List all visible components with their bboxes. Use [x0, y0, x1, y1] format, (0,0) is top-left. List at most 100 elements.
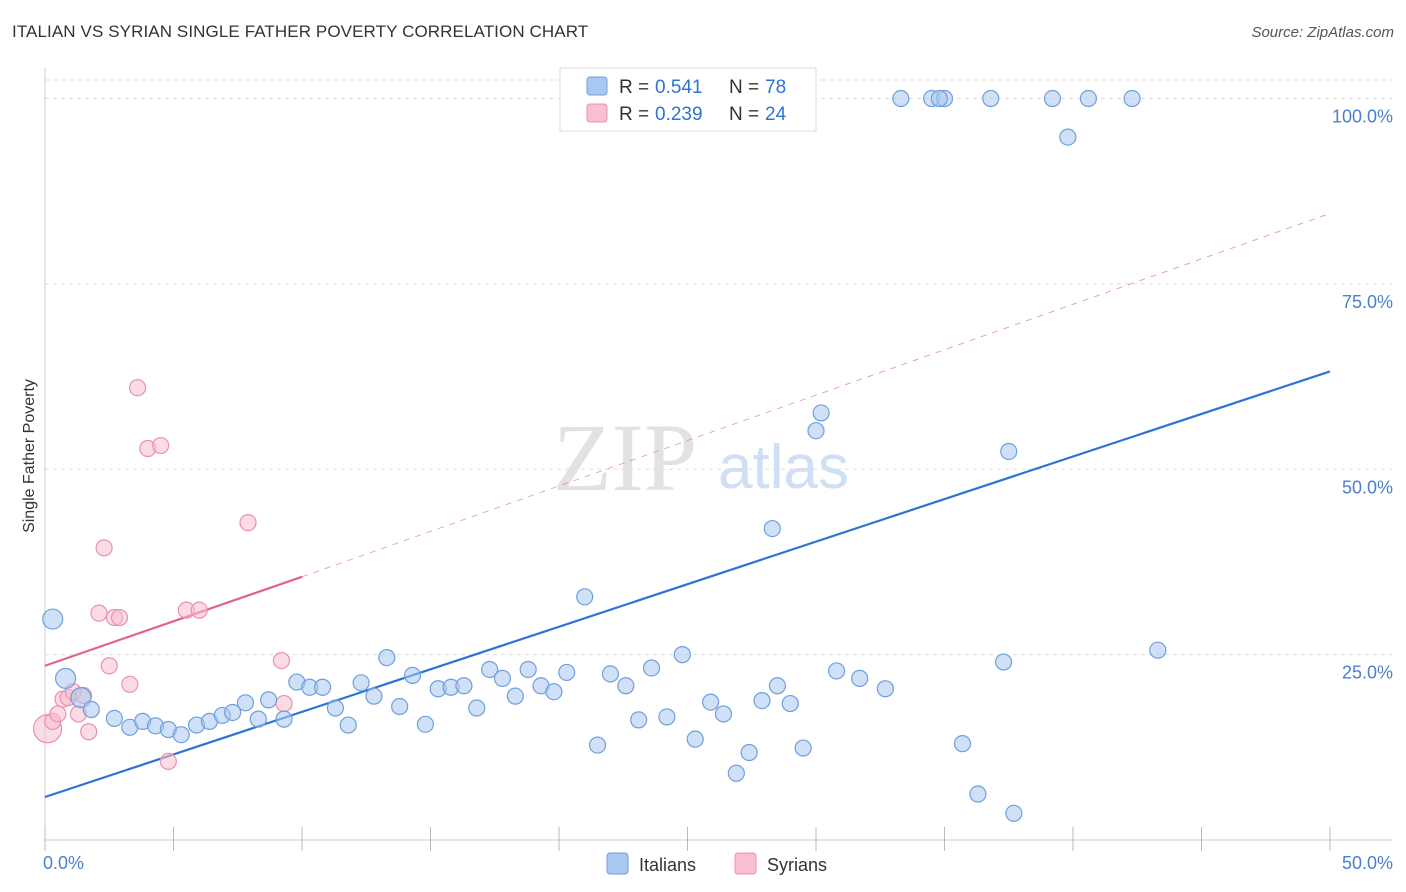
italians-point	[727, 764, 745, 782]
legend-italians-n-label: N =	[729, 77, 759, 98]
legend-syrians-r-value: 0.239	[655, 104, 703, 125]
italians-point	[753, 692, 771, 710]
bottom-legend-swatch-italians	[606, 852, 629, 875]
y-tick-label: 25.0%	[1342, 663, 1393, 683]
italians-point	[403, 666, 422, 684]
italians-point	[365, 687, 383, 705]
italians-point	[259, 691, 278, 709]
italians-point	[70, 687, 92, 709]
y-tick-label: 50.0%	[1342, 477, 1393, 497]
italians-point	[519, 660, 537, 679]
italians-point	[1043, 89, 1062, 108]
grid-lines	[45, 79, 1392, 656]
italians-point	[1149, 641, 1167, 659]
italians-point	[642, 659, 661, 677]
italians-point	[54, 667, 77, 689]
watermark: ZIP atlas	[553, 404, 849, 511]
italians-point	[995, 653, 1013, 671]
legend-syrians-r-label: R =	[619, 104, 649, 125]
italians-point	[1005, 804, 1023, 822]
syrians-point	[110, 608, 129, 627]
italians-point	[391, 697, 409, 716]
italians-point	[740, 743, 758, 762]
bottom-legend-italians: Italians	[639, 855, 696, 875]
syrians-point	[90, 604, 108, 622]
syrians-point	[272, 651, 291, 670]
italians-point	[969, 785, 987, 803]
italians-point	[781, 694, 799, 713]
stats-legend: R = 0.541 N = 78 R = 0.239 N = 24	[559, 67, 817, 132]
italians-point	[807, 422, 825, 440]
italians-point	[506, 687, 524, 705]
italians-point	[455, 677, 473, 695]
legend-swatch-syrians	[586, 103, 608, 123]
watermark-atlas: atlas	[718, 433, 849, 502]
italians-point	[558, 663, 576, 682]
bottom-legend-syrians: Syrians	[767, 855, 827, 875]
x-tick-label-max: 50.0%	[1342, 853, 1393, 873]
italians-point	[812, 404, 830, 422]
x-tick-labels: 0.0% 50.0%	[43, 853, 1393, 873]
legend-italians-n-value: 78	[765, 77, 786, 98]
italians-point	[468, 699, 486, 717]
italians-point	[982, 89, 1000, 108]
source-credit: Source: ZipAtlas.com	[1251, 24, 1394, 41]
y-tick-label: 100.0%	[1332, 107, 1393, 127]
italians-point	[630, 711, 648, 729]
trendline-syrians-extended	[301, 212, 1331, 578]
axes	[44, 68, 1392, 851]
italians-point	[876, 680, 894, 698]
italians-point	[953, 735, 972, 753]
italians-point	[493, 669, 512, 687]
italians-point	[673, 646, 691, 664]
italians-point	[658, 708, 676, 726]
bottom-legend-swatch-syrians	[734, 852, 757, 875]
italians-point	[851, 669, 869, 687]
italians-point	[42, 608, 64, 630]
chart-title: ITALIAN VS SYRIAN SINGLE FATHER POVERTY …	[12, 22, 589, 41]
italians-point	[339, 716, 357, 734]
italians-point	[378, 648, 396, 667]
italians-point	[275, 710, 293, 728]
italians-point	[236, 694, 255, 712]
italians-point	[352, 674, 370, 692]
italians-point	[1123, 89, 1141, 108]
italians-point	[794, 739, 812, 757]
legend-swatch-italians	[586, 76, 608, 96]
legend-syrians-n-label: N =	[729, 104, 759, 125]
italians-point	[768, 677, 787, 695]
italians-point	[686, 730, 704, 748]
legend-syrians-n-value: 24	[765, 104, 787, 125]
italians-point	[763, 519, 781, 538]
syrians-point	[95, 539, 113, 557]
syrians-point	[49, 705, 67, 723]
syrians-point	[152, 436, 170, 455]
italians-point	[827, 662, 846, 680]
italians-point	[224, 703, 242, 722]
syrians-point	[239, 514, 257, 532]
syrians-point	[275, 694, 293, 713]
syrians-point	[80, 723, 98, 741]
syrians-point	[190, 601, 208, 619]
italians-point	[105, 709, 123, 728]
syrians-point	[121, 675, 139, 693]
syrians-point	[128, 379, 147, 397]
italians-point	[416, 715, 434, 733]
italians-point	[576, 588, 594, 606]
x-tick-label-min: 0.0%	[43, 853, 84, 873]
trendline-syrians	[44, 575, 303, 667]
italians-point	[172, 726, 190, 744]
series-legend: Italians Syrians	[606, 852, 827, 875]
syrians-point	[159, 752, 177, 771]
italians-point	[617, 677, 635, 695]
y-tick-label: 75.0%	[1342, 292, 1393, 312]
syrians-point	[100, 657, 118, 675]
italians-point	[1000, 442, 1018, 461]
italians-point	[481, 660, 499, 679]
italians-point	[249, 710, 267, 728]
legend-italians-r-label: R =	[619, 77, 649, 98]
italians-point	[601, 665, 620, 683]
italians-point	[702, 693, 720, 711]
italians-point	[714, 705, 733, 723]
